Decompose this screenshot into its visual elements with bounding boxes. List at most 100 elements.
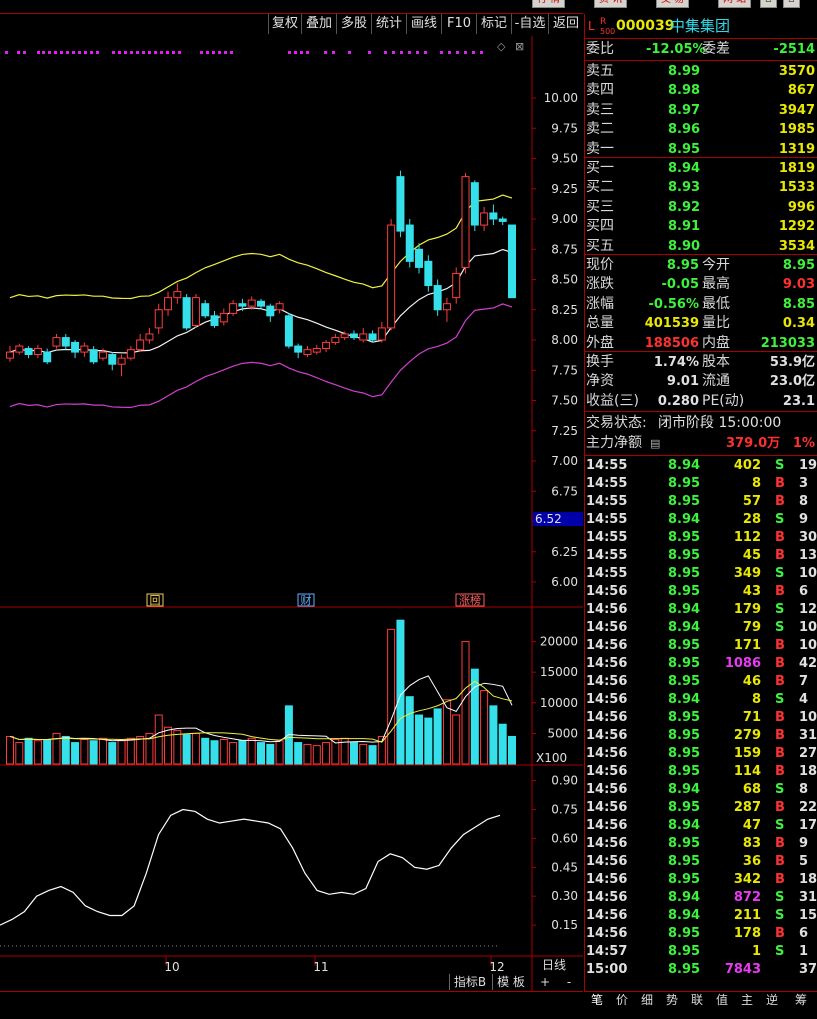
multi-stock-button[interactable]: 多股 <box>336 14 371 34</box>
bid-row[interactable]: 买二 8.93 1533 <box>584 178 817 197</box>
volume-bar <box>266 743 275 765</box>
candle-body <box>257 300 265 307</box>
top-tab-web[interactable]: 网 站 <box>718 0 752 8</box>
overlay-button[interactable]: 叠加 <box>301 14 336 34</box>
main-flow-row[interactable]: 主力净额 ▤ 379.0万 1% <box>584 434 817 453</box>
signal-dot <box>200 51 203 54</box>
mark-button[interactable]: 标记 <box>476 14 511 34</box>
tick-side: B <box>775 764 785 779</box>
tab-value[interactable]: 值 <box>715 993 728 1007</box>
tick-row: 14:56 8.95 36 B 5 <box>584 853 817 871</box>
kline-chart[interactable]: ◇ ⊠ 10 11 12 20000 15000 10000 5000 X100 0.90 0.7… <box>0 36 583 991</box>
tick-volume: 7843 <box>724 962 761 977</box>
ask-row[interactable]: 卖四 8.98 867 <box>584 81 817 100</box>
tab-trend[interactable]: 势 <box>665 993 678 1007</box>
event-tag-box <box>146 593 164 607</box>
volume-bar <box>368 745 377 765</box>
tick-count: 12 <box>799 602 817 617</box>
quote-panel: L R 500 000039 中集集团 委比 -12.05% 委差 -2514 … <box>584 14 817 991</box>
tick-volume: 46 <box>742 674 761 689</box>
bid-row[interactable]: 买四 8.91 1292 <box>584 217 817 236</box>
zoom-out-button[interactable]: - <box>566 975 572 989</box>
tick-volume: 71 <box>742 710 761 725</box>
tick-price: 8.95 <box>668 926 701 941</box>
top-tab-news[interactable]: 资 讯 <box>594 0 628 8</box>
candle-body <box>461 176 470 268</box>
tick-side: S <box>775 566 785 581</box>
tab-fund[interactable]: 筹 <box>794 993 807 1007</box>
signal-dot <box>324 51 327 54</box>
window-control-icon[interactable]: ▫ <box>783 0 800 8</box>
bottom-bar: 笔 价 细 势 联 值 主 逆 筹 <box>0 991 817 1019</box>
volume-bar <box>442 699 451 765</box>
candle-body <box>322 341 331 349</box>
level-price: 8.94 <box>668 161 701 176</box>
signal-dot <box>408 51 411 54</box>
candle-body <box>43 351 52 363</box>
tab-link[interactable]: 联 <box>690 993 703 1007</box>
tick-row: 14:55 8.94 28 S 9 <box>584 511 817 529</box>
level-price: 8.97 <box>668 102 701 118</box>
tick-count: 10 <box>799 710 817 725</box>
add-watchlist-button[interactable]: -自选 <box>511 14 548 34</box>
volume-tick-label: 20000 <box>540 635 578 649</box>
candle-body <box>349 333 358 339</box>
tick-price: 8.95 <box>668 476 701 491</box>
tab-price[interactable]: 价 <box>615 993 628 1007</box>
level-label: 买二 <box>586 179 614 196</box>
tick-time: 14:56 <box>586 746 628 761</box>
ask-row[interactable]: 卖二 8.96 1985 <box>584 120 817 139</box>
tab-detail[interactable]: 细 <box>640 993 653 1007</box>
tick-time: 14:55 <box>586 458 628 473</box>
ask-row[interactable]: 卖一 8.95 1319 <box>584 140 817 159</box>
tick-row: 14:56 8.95 43 B 6 <box>584 583 817 601</box>
volume-bar <box>257 742 265 765</box>
tick-count: 27 <box>799 746 817 761</box>
tick-row: 14:56 8.95 159 B 27 <box>584 745 817 763</box>
ask-row[interactable]: 卖五 8.99 3570 <box>584 62 817 81</box>
signal-dot <box>218 51 221 54</box>
tick-side: B <box>775 836 785 851</box>
level-label: 买一 <box>586 160 614 176</box>
tick-row: 14:56 8.95 46 B 7 <box>584 673 817 691</box>
level-label: 买五 <box>586 237 614 254</box>
tab-reverse[interactable]: 逆 <box>765 993 778 1007</box>
oscillator: 0.90 0.75 0.60 0.45 0.30 0.15 <box>0 774 578 947</box>
tick-row: 14:56 8.95 171 B 10 <box>584 637 817 655</box>
stat-label: 净资 <box>586 373 614 390</box>
top-tab-quote[interactable]: 行 情 <box>532 0 566 8</box>
statistics-button[interactable]: 统计 <box>371 14 406 34</box>
tick-row: 14:56 8.95 279 B 31 <box>584 727 817 745</box>
tab-main[interactable]: 主 <box>740 993 753 1007</box>
template-button[interactable]: 模 板 <box>492 974 529 990</box>
candle-body <box>126 349 135 359</box>
stat-label: 收益(三) <box>586 392 639 409</box>
ask-row[interactable]: 卖三 8.97 3947 <box>584 101 817 120</box>
tick-row: 14:55 8.95 57 B 8 <box>584 493 817 511</box>
price-tick-label: 9.25 <box>551 182 578 196</box>
tick-count: 8 <box>799 494 809 509</box>
bid-row[interactable]: 买三 8.92 996 <box>584 198 817 217</box>
zoom-in-button[interactable]: + <box>539 975 551 989</box>
top-tab-trade[interactable]: 交 易 <box>656 0 690 8</box>
f10-button[interactable]: F10 <box>441 14 476 34</box>
tab-tick[interactable]: 笔 <box>590 993 603 1007</box>
back-button[interactable]: 返回 <box>548 14 583 34</box>
bid-row[interactable]: 买一 8.94 1819 <box>584 159 817 178</box>
tick-count: 18 <box>799 764 817 779</box>
fuquan-button[interactable]: 复权 <box>268 14 301 34</box>
tick-time: 14:56 <box>586 710 628 725</box>
indicator-b-button[interactable]: 指标B <box>449 974 490 990</box>
signal-dot <box>17 51 20 54</box>
tick-time: 14:55 <box>586 512 628 527</box>
window-control-icon[interactable]: ▫ <box>760 0 777 8</box>
level-price: 8.93 <box>668 180 701 196</box>
stat-row: 总量 401539 量比 0.34 <box>584 314 817 333</box>
bid-row[interactable]: 买五 8.90 3534 <box>584 237 817 256</box>
period-label[interactable]: 日线 <box>542 958 567 972</box>
signal-dot <box>78 51 81 54</box>
volume-bar <box>424 717 433 765</box>
draw-line-button[interactable]: 画线 <box>406 14 441 34</box>
tick-volume: 287 <box>733 800 761 815</box>
tick-time: 14:56 <box>586 674 628 689</box>
